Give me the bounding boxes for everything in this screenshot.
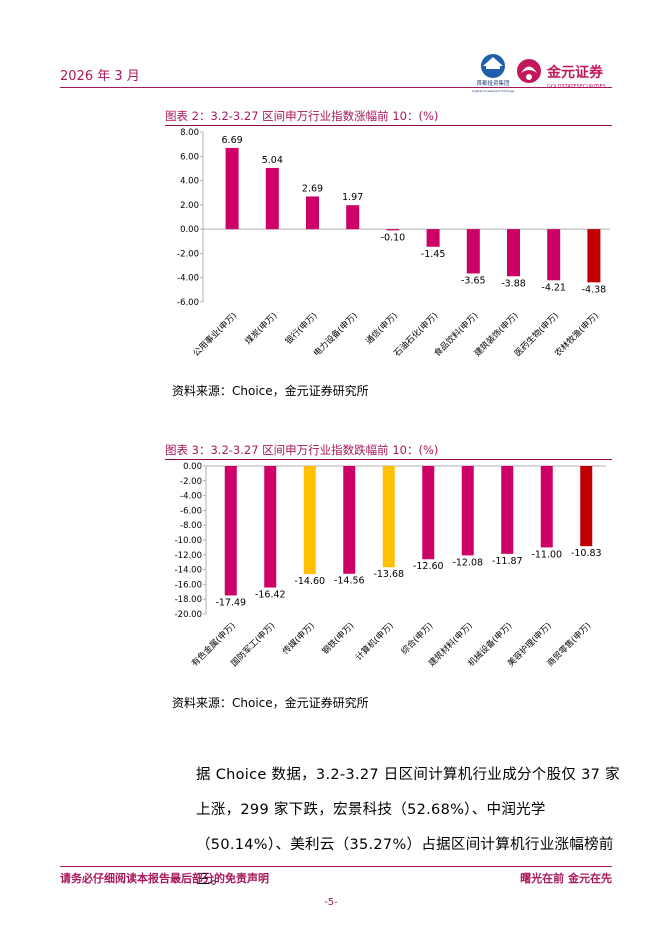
- data-label: -11.87: [492, 556, 523, 567]
- chart1-source: 资料来源：Choice，金元证券研究所: [172, 384, 369, 398]
- bar: [540, 466, 553, 548]
- goldstate-logo: 金元证券 GOLDSTATESECURITIES: [517, 59, 606, 90]
- category-label: 公用事业(申万): [191, 310, 240, 359]
- bar: [587, 229, 601, 283]
- page-number: -5-: [324, 897, 338, 908]
- data-label: -0.10: [381, 232, 406, 243]
- data-label: -1.45: [421, 249, 446, 260]
- y-tick-label: -8.00: [180, 521, 202, 531]
- y-tick-label: -6.00: [180, 506, 202, 516]
- bar: [507, 229, 520, 277]
- y-tick-label: -20.00: [175, 610, 202, 620]
- logo2-text: 金元证券: [546, 64, 604, 81]
- y-tick-label: 6.00: [180, 152, 199, 162]
- bar: [225, 147, 239, 230]
- category-label: 传媒(申万): [280, 620, 317, 657]
- bar: [343, 466, 356, 574]
- category-label: 通信(申万): [364, 310, 401, 347]
- bar: [382, 466, 395, 568]
- data-label: -4.38: [582, 284, 607, 295]
- bar: [466, 229, 480, 274]
- logo1-text: 首都投资集团: [476, 79, 510, 87]
- chart1-gainers-bar-chart: 8.00 6.00 4.00 2.00 0.00 -2.00 -4.00 -6.00 6.69 公…: [177, 128, 610, 359]
- y-tick-label: -2.00: [180, 477, 202, 487]
- y-tick-label: -14.00: [175, 566, 202, 576]
- report-date: 2026 年 3 月: [60, 69, 140, 84]
- y-tick-label: -16.00: [175, 580, 202, 590]
- bar: [306, 196, 319, 230]
- category-label: 银行(申万): [283, 310, 320, 347]
- bar: [426, 229, 440, 247]
- category-label: 综合(申万): [399, 620, 436, 657]
- bar: [224, 466, 237, 596]
- footer-disclaimer: 请务必仔细阅读本报告最后部分的免责声明: [60, 872, 269, 885]
- data-label: 6.69: [222, 135, 243, 146]
- bar: [386, 229, 400, 231]
- data-label: -14.56: [334, 576, 365, 587]
- chart2-source: 资料来源：Choice，金元证券研究所: [172, 696, 369, 710]
- footer-divider: [60, 866, 612, 867]
- data-label: -3.88: [501, 278, 526, 289]
- y-tick-label: -12.00: [175, 551, 202, 561]
- data-label: 1.97: [342, 192, 363, 203]
- chart2-title-rule: [165, 459, 612, 460]
- y-tick-label: -10.00: [175, 536, 202, 546]
- body-paragraph: 据 Choice 数据，3.2-3.27 日区间计算机行业成分个股仅 37 家上…: [196, 767, 620, 888]
- capital-group-logo: 首都投资集团 Capital Investment Holdings: [472, 54, 515, 93]
- category-label: 煤炭(申万): [243, 310, 280, 347]
- y-tick-label: -6.00: [177, 298, 199, 308]
- data-label: -16.42: [255, 590, 286, 601]
- data-label: -14.60: [294, 576, 325, 587]
- category-label: 钢铁(申万): [320, 620, 357, 657]
- bar: [422, 466, 435, 560]
- footer-slogan: 曙光在前 金元在先: [520, 872, 612, 885]
- data-label: -10.83: [571, 548, 602, 559]
- chart1-title-rule: [165, 125, 612, 126]
- logo1-subtext: Capital Investment Holdings: [472, 89, 515, 93]
- y-tick-label: -18.00: [175, 595, 202, 605]
- y-tick-label: 0.00: [183, 462, 202, 472]
- data-label: -12.08: [452, 557, 483, 568]
- category-label: 计算机(申万): [353, 620, 396, 663]
- chart2-losers-bar-chart: 0.00 -2.00 -4.00 -6.00 -8.00 -10.00 -12.00 -14.…: [175, 462, 606, 669]
- bar: [580, 466, 593, 547]
- data-label: -3.65: [461, 275, 486, 286]
- data-label: -4.21: [541, 282, 566, 293]
- bar: [265, 167, 279, 230]
- bar: [501, 466, 514, 554]
- header-divider: [60, 87, 612, 88]
- bar: [303, 466, 316, 575]
- y-tick-label: -4.00: [177, 274, 199, 284]
- y-tick-label: 4.00: [180, 177, 199, 187]
- y-tick-label: -4.00: [180, 492, 202, 502]
- data-label: -17.49: [215, 597, 246, 608]
- bar: [547, 229, 561, 281]
- bar: [346, 205, 360, 230]
- y-tick-label: 2.00: [180, 201, 199, 211]
- y-tick-label: 0.00: [180, 225, 199, 235]
- bar: [264, 466, 277, 588]
- data-label: -13.68: [373, 569, 404, 580]
- data-label: -11.00: [531, 549, 562, 560]
- chart1-title: 图表 2：3.2-3.27 区间申万行业指数涨幅前 10：(%): [165, 109, 439, 123]
- bar: [461, 466, 474, 556]
- chart2-title: 图表 3：3.2-3.27 区间申万行业指数跌幅前 10：(%): [165, 443, 439, 457]
- data-label: 2.69: [302, 183, 323, 194]
- data-label: 5.04: [262, 155, 283, 166]
- y-tick-label: 8.00: [180, 128, 199, 138]
- y-tick-label: -2.00: [177, 249, 199, 259]
- data-label: -12.60: [413, 561, 444, 572]
